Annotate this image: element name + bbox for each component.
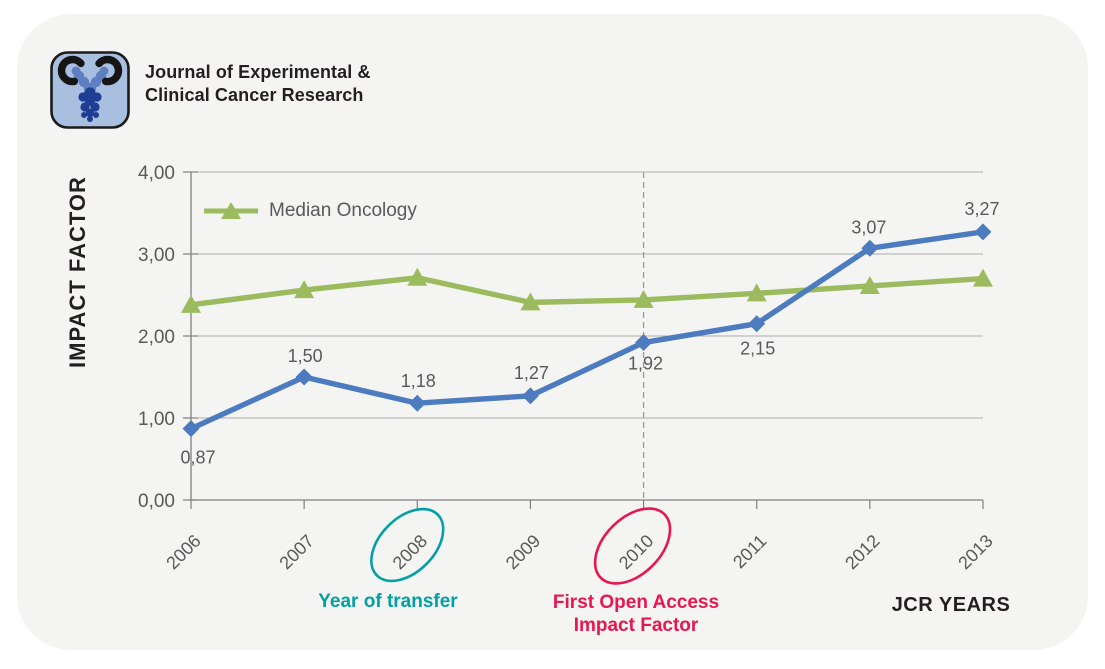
svg-text:1,50: 1,50 <box>288 346 323 366</box>
journal-logo <box>50 51 130 130</box>
svg-text:2007: 2007 <box>276 531 318 573</box>
svg-text:2012: 2012 <box>841 531 883 573</box>
chart-legend: Median Oncology <box>202 198 417 224</box>
year-of-transfer-label: Year of transfer <box>318 591 458 612</box>
first-open-access-line2: Impact Factor <box>573 615 699 636</box>
figure-card <box>17 14 1088 650</box>
left-claw-icon <box>57 55 85 86</box>
journal-title-line2: Clinical Cancer Research <box>145 85 364 105</box>
svg-text:2013: 2013 <box>954 531 996 573</box>
svg-text:2,15: 2,15 <box>740 339 775 359</box>
svg-text:2009: 2009 <box>502 531 544 573</box>
svg-text:1,00: 1,00 <box>138 409 175 430</box>
legend-label: Median Oncology <box>269 200 417 221</box>
journal-title-line1: Journal of Experimental & <box>145 62 371 82</box>
svg-text:0,00: 0,00 <box>138 491 175 512</box>
svg-text:3,07: 3,07 <box>851 217 886 237</box>
first-open-access-label: First Open Access Impact Factor <box>536 591 736 637</box>
y-axis-title: IMPACT FACTOR <box>65 176 90 368</box>
crab-antibody-icon <box>50 51 130 129</box>
x-axis-title: JCR YEARS <box>891 594 1011 616</box>
svg-text:3,00: 3,00 <box>138 245 175 266</box>
svg-text:2,00: 2,00 <box>138 327 175 348</box>
svg-text:1,27: 1,27 <box>514 363 549 383</box>
svg-text:3,27: 3,27 <box>964 199 999 219</box>
svg-text:1,18: 1,18 <box>401 371 436 391</box>
svg-text:0,87: 0,87 <box>180 448 215 468</box>
svg-text:2011: 2011 <box>729 531 771 573</box>
journal-title: Journal of Experimental & Clinical Cance… <box>145 61 371 107</box>
svg-text:1,92: 1,92 <box>628 354 663 374</box>
svg-text:2006: 2006 <box>162 531 204 573</box>
svg-text:4,00: 4,00 <box>138 163 175 184</box>
right-claw-icon <box>95 55 123 86</box>
legend-triangle-marker-icon <box>204 202 258 219</box>
first-open-access-line1: First Open Access <box>552 592 720 613</box>
